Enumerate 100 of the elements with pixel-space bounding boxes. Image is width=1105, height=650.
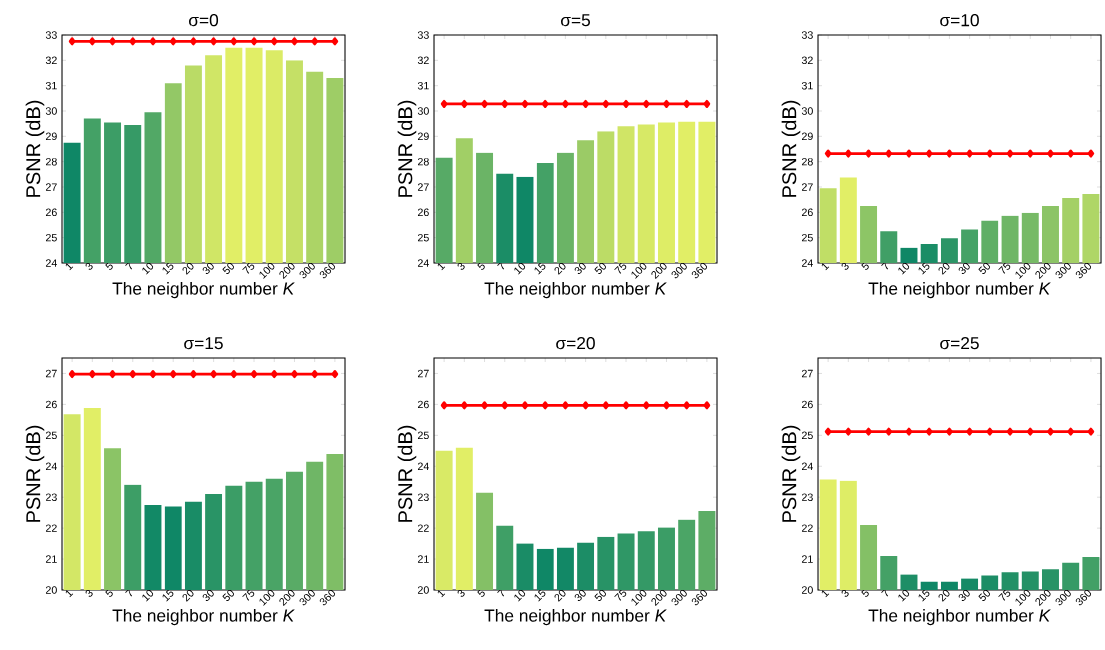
y-tick-label: 25 — [45, 431, 57, 440]
y-tick-label: 25 — [45, 233, 57, 242]
y-tick-label: 29 — [45, 132, 57, 141]
x-tick-label: 10 — [514, 262, 526, 275]
y-tick-label: 21 — [801, 555, 813, 563]
x-tick-label: 75 — [614, 589, 627, 601]
y-tick-label: 25 — [801, 233, 813, 242]
y-axis-title: PSNR (dB) — [397, 100, 417, 197]
x-tick-label: 1 — [437, 263, 446, 271]
y-tick-label: 25 — [801, 431, 813, 440]
x-tick-label: 10 — [142, 262, 154, 275]
x-tick-label: 5 — [477, 262, 485, 270]
x-tick-label: 20 — [182, 589, 194, 602]
x-tick-label: 75 — [998, 262, 1011, 274]
y-tick-label: 24 — [45, 259, 57, 267]
x-tick-label: 30 — [958, 262, 970, 275]
x-tick-label: 20 — [182, 262, 194, 275]
y-tick-label: 30 — [801, 107, 813, 115]
y-tick-label: 30 — [45, 107, 57, 115]
x-tick-label: 50 — [222, 589, 234, 602]
x-tick-label: 100 — [631, 262, 647, 279]
x-tick-label: 100 — [259, 262, 275, 279]
y-tick-label: 22 — [417, 524, 429, 532]
x-tick-label: 5 — [477, 589, 485, 597]
y-tick-label: 26 — [801, 400, 813, 409]
y-tick-label: 31 — [45, 81, 57, 90]
x-tick-label: 5 — [105, 589, 113, 597]
x-tick-label: 3 — [841, 589, 849, 597]
y-tick-label: 22 — [45, 524, 57, 532]
x-tick-label: 300 — [1055, 262, 1071, 279]
y-tick-label: 27 — [801, 183, 813, 191]
x-tick-label: 1 — [821, 590, 830, 598]
y-tick-label: 26 — [417, 400, 429, 409]
y-tick-label: 24 — [45, 462, 57, 470]
x-tick-label: 10 — [514, 589, 526, 602]
x-tick-label: 360 — [691, 262, 708, 279]
x-tick-label: 75 — [998, 589, 1011, 601]
chart-title: σ=25 — [940, 337, 979, 350]
y-tick-label: 28 — [417, 157, 429, 166]
y-tick-label: 28 — [45, 157, 57, 166]
x-tick-label: 200 — [1035, 262, 1051, 279]
x-tick-label: 360 — [691, 589, 708, 606]
x-tick-label: 3 — [85, 262, 93, 270]
x-tick-label: 3 — [85, 589, 93, 597]
x-tick-label: 10 — [142, 589, 154, 602]
y-tick-label: 30 — [417, 107, 429, 115]
x-tick-label: 3 — [457, 262, 465, 270]
y-tick-label: 29 — [801, 132, 813, 141]
chart-title: σ=5 — [561, 14, 591, 27]
x-tick-label: 300 — [299, 589, 315, 606]
chart-title: σ=10 — [940, 14, 979, 27]
y-tick-label: 32 — [417, 56, 429, 65]
x-tick-label: 30 — [202, 262, 214, 275]
x-tick-label: 360 — [319, 262, 336, 279]
y-tick-label: 27 — [45, 183, 57, 191]
y-tick-label: 31 — [801, 81, 813, 90]
x-axis-title: The neighbor number K — [868, 281, 1051, 299]
x-tick-label: 300 — [299, 262, 315, 279]
y-axis-title: PSNR (dB) — [25, 100, 45, 197]
x-tick-label: 15 — [162, 262, 174, 275]
x-tick-label: 200 — [651, 262, 667, 279]
x-tick-label: 300 — [671, 262, 687, 279]
x-tick-label: 15 — [918, 589, 930, 602]
x-axis-title: The neighbor number K — [112, 281, 295, 299]
chart-title: σ=20 — [556, 337, 595, 350]
y-tick-label: 26 — [45, 208, 57, 217]
y-tick-label: 24 — [417, 462, 429, 470]
x-tick-label: 360 — [1075, 589, 1092, 606]
y-tick-label: 33 — [45, 31, 57, 39]
x-tick-label: 100 — [1015, 589, 1031, 606]
x-axis-title: The neighbor number K — [484, 608, 667, 626]
y-tick-label: 22 — [801, 524, 813, 532]
x-tick-label: 200 — [279, 262, 295, 279]
x-tick-label: 3 — [841, 262, 849, 270]
x-tick-label: 75 — [242, 262, 255, 274]
x-tick-label: 200 — [1035, 589, 1051, 606]
x-tick-label: 5 — [861, 262, 869, 270]
chart-title: σ=15 — [184, 337, 223, 350]
y-tick-label: 32 — [801, 56, 813, 65]
y-tick-label: 25 — [417, 233, 429, 242]
y-tick-label: 21 — [417, 555, 429, 563]
x-tick-label: 300 — [1055, 589, 1071, 606]
x-tick-label: 50 — [222, 262, 234, 275]
y-tick-label: 23 — [417, 493, 429, 501]
y-tick-label: 26 — [801, 208, 813, 217]
y-tick-label: 26 — [45, 400, 57, 409]
x-tick-label: 50 — [594, 262, 606, 275]
x-tick-label: 200 — [279, 589, 295, 606]
y-tick-label: 24 — [417, 259, 429, 267]
x-tick-label: 1 — [821, 263, 830, 271]
y-tick-label: 27 — [801, 369, 813, 378]
x-axis-title: The neighbor number K — [484, 281, 667, 299]
x-tick-label: 50 — [978, 589, 990, 602]
x-tick-label: 15 — [534, 589, 546, 602]
x-tick-label: 75 — [614, 262, 627, 274]
y-tick-label: 23 — [801, 493, 813, 501]
x-tick-label: 300 — [671, 589, 687, 606]
x-tick-label: 100 — [1015, 262, 1031, 279]
x-tick-label: 15 — [918, 262, 930, 275]
y-tick-label: 32 — [45, 56, 57, 65]
